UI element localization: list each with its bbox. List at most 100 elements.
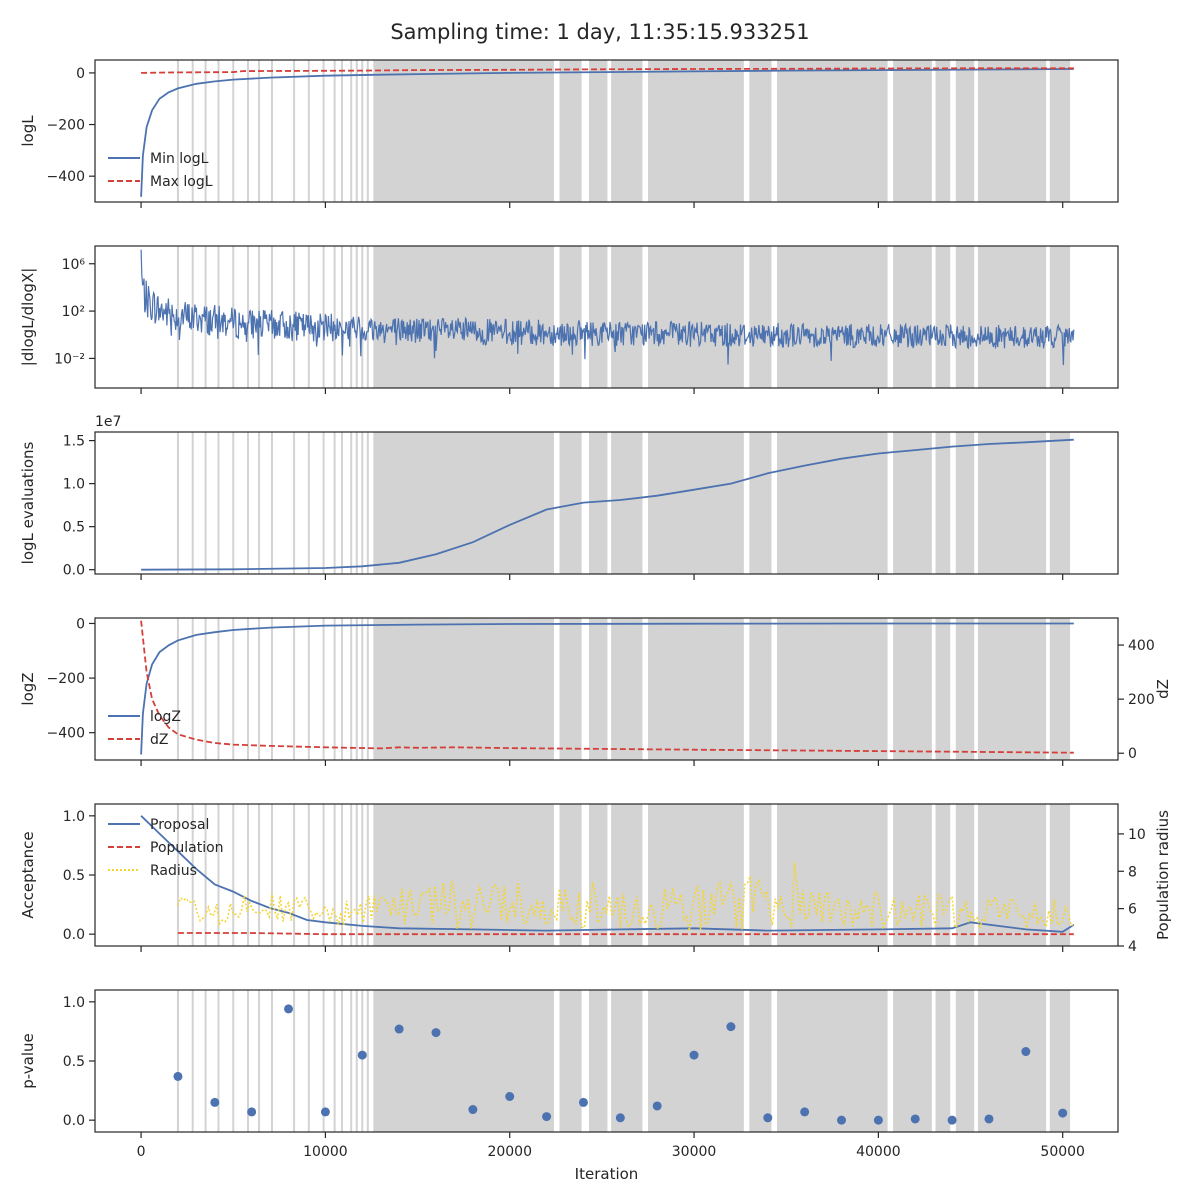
insertion-span bbox=[977, 246, 1047, 388]
insertion-span bbox=[373, 618, 554, 760]
y-tick-label: 1.5 bbox=[63, 434, 85, 450]
insertion-span bbox=[893, 990, 932, 1132]
series-group bbox=[140, 249, 1075, 366]
y-tick-label: 0.0 bbox=[63, 927, 85, 943]
min-logl-series bbox=[140, 68, 1074, 197]
insertion-span bbox=[955, 618, 975, 760]
max-logl-series bbox=[141, 67, 1074, 74]
insertion-span bbox=[611, 246, 643, 388]
insertion-span bbox=[611, 432, 643, 574]
insertion-span bbox=[977, 618, 1047, 760]
insertion-span bbox=[647, 990, 744, 1132]
pvalue-point bbox=[210, 1097, 220, 1107]
population-series bbox=[177, 932, 1074, 936]
insertion-span bbox=[977, 804, 1047, 946]
insertion-span bbox=[588, 246, 608, 388]
legend: logZ dZ bbox=[108, 709, 181, 748]
x-tick-label: 40000 bbox=[856, 1144, 901, 1160]
insertion-bands bbox=[176, 60, 1071, 202]
legend-label: logZ bbox=[150, 709, 181, 725]
likelihood-evals-series bbox=[141, 438, 1074, 571]
y-axis-label: logL bbox=[19, 115, 37, 147]
insertion-span bbox=[1049, 60, 1071, 202]
pvalue-point bbox=[800, 1107, 810, 1117]
legend-label: Min logL bbox=[150, 151, 209, 167]
y-right-axis-label: dZ bbox=[1154, 679, 1172, 699]
insertion-span bbox=[1049, 618, 1071, 760]
figure-title: Sampling time: 1 day, 11:35:15.933251 bbox=[390, 20, 810, 44]
pvalue-point bbox=[357, 1050, 367, 1060]
y-axis-label: logL evaluations bbox=[19, 441, 37, 564]
y-tick-label: 0.5 bbox=[63, 1054, 85, 1070]
insertion-span bbox=[611, 60, 643, 202]
insertion-span bbox=[588, 60, 608, 202]
legend-label: Population bbox=[150, 840, 224, 856]
acceptance-panel: 0.0 0.5 1.0 Acceptance 4 6 8 10 Population radiu… bbox=[19, 803, 1172, 955]
gradients-panel: 10⁶ 10² 10⁻² |dlogL/dlogX| bbox=[19, 245, 1119, 394]
y-right-tick-label: 0 bbox=[1128, 746, 1137, 762]
y-tick-label: 0.5 bbox=[63, 868, 85, 884]
insertion-span bbox=[647, 60, 744, 202]
series-group bbox=[141, 438, 1074, 571]
pvalue-point bbox=[431, 1028, 441, 1038]
y-tick-label: 10⁻² bbox=[54, 351, 85, 367]
insertion-span bbox=[777, 990, 888, 1132]
insertion-span bbox=[647, 432, 744, 574]
legend-label: Max logL bbox=[150, 174, 213, 190]
y-right-tick-label: 8 bbox=[1128, 864, 1137, 880]
insertion-span bbox=[647, 246, 744, 388]
insertion-bands bbox=[176, 618, 1071, 760]
insertion-span bbox=[588, 804, 608, 946]
insertion-span bbox=[611, 990, 643, 1132]
y-tick-label: −400 bbox=[47, 169, 85, 185]
insertion-span bbox=[749, 990, 772, 1132]
x-axis-label: Iteration bbox=[575, 1165, 639, 1183]
insertion-span bbox=[559, 432, 582, 574]
insertion-span bbox=[955, 432, 975, 574]
loglike-panel: 0 −200 −400 logL Min logL Max logL bbox=[19, 59, 1119, 208]
y-offset-label: 1e7 bbox=[95, 414, 121, 430]
y-right-tick-label: 400 bbox=[1128, 638, 1155, 654]
y-tick-label: −400 bbox=[47, 726, 85, 742]
y-tick-label: 10² bbox=[62, 304, 85, 320]
y-tick-label: 1.0 bbox=[63, 477, 85, 493]
insertion-span bbox=[559, 618, 582, 760]
insertion-span bbox=[611, 804, 643, 946]
pvalue-point bbox=[910, 1114, 920, 1124]
insertion-span bbox=[935, 618, 951, 760]
insertion-span bbox=[373, 432, 554, 574]
insertion-bands bbox=[176, 432, 1071, 574]
radius-series bbox=[177, 862, 1075, 932]
insertion-span bbox=[559, 990, 582, 1132]
dz-series bbox=[140, 620, 1074, 754]
y-tick-label: 0.0 bbox=[63, 563, 85, 579]
pvalue-point bbox=[320, 1107, 330, 1117]
y-right-tick-label: 200 bbox=[1128, 692, 1155, 708]
axes-frame bbox=[94, 245, 1119, 389]
insertion-span bbox=[749, 246, 772, 388]
pvalue-point bbox=[1058, 1108, 1068, 1118]
insertion-span bbox=[935, 246, 951, 388]
insertion-span bbox=[977, 990, 1047, 1132]
insertion-span bbox=[977, 432, 1047, 574]
insertion-span bbox=[777, 246, 888, 388]
insertion-span bbox=[955, 246, 975, 388]
pvalue-point bbox=[542, 1112, 552, 1122]
insertion-span bbox=[935, 990, 951, 1132]
y-tick-label: 1.0 bbox=[63, 995, 85, 1011]
insertion-span bbox=[559, 246, 582, 388]
insertion-span bbox=[777, 804, 888, 946]
insertion-span bbox=[935, 432, 951, 574]
pvalue-point bbox=[578, 1097, 588, 1107]
y-tick-label: 0.5 bbox=[63, 520, 85, 536]
insertion-span bbox=[955, 60, 975, 202]
insertion-span bbox=[893, 618, 932, 760]
legend-label: dZ bbox=[150, 732, 168, 748]
pvalue-point bbox=[689, 1050, 699, 1060]
axes-frame bbox=[94, 617, 1119, 761]
insertion-span bbox=[1049, 804, 1071, 946]
pvalue-point bbox=[505, 1092, 515, 1101]
insertion-span bbox=[777, 618, 888, 760]
pvalue-point bbox=[947, 1115, 957, 1125]
series-group bbox=[140, 67, 1074, 197]
